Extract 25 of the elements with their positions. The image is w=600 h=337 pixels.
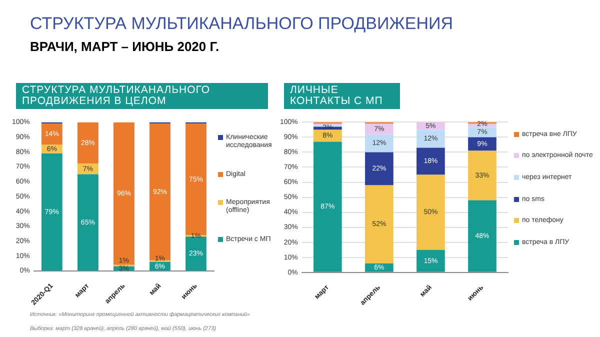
bar — [77, 174, 98, 271]
bar — [114, 122, 134, 265]
bar — [313, 142, 342, 272]
bar — [468, 150, 496, 200]
chart-title: ЛИЧНЫЕ КОНТАКТЫ С МП — [284, 83, 400, 109]
bar — [416, 250, 445, 272]
bar — [77, 122, 98, 164]
text: СТРУКТУРА МУЛЬТИКАНАЛЬНОГО ПРОДВИЖЕНИЯ — [30, 14, 453, 34]
bar — [313, 130, 342, 142]
bar — [365, 185, 394, 264]
bar — [416, 130, 445, 148]
bar — [416, 148, 445, 175]
bar — [365, 134, 394, 152]
chart-title: СТРУКТУРА МУЛЬТИКАНАЛЬНОГО ПРОДВИЖЕНИЯ В ЦЕЛОМ — [16, 83, 268, 109]
bar — [416, 174, 445, 250]
bar — [41, 153, 62, 271]
text: ВРАЧИ, МАРТ – ИЮНЬ 2020 Г. — [30, 39, 220, 54]
bar — [468, 200, 496, 272]
bar — [365, 152, 394, 186]
bar — [365, 124, 394, 134]
bar — [468, 137, 496, 151]
bar — [150, 124, 170, 260]
bar — [186, 236, 206, 271]
bar — [41, 124, 62, 144]
bar — [468, 126, 496, 138]
